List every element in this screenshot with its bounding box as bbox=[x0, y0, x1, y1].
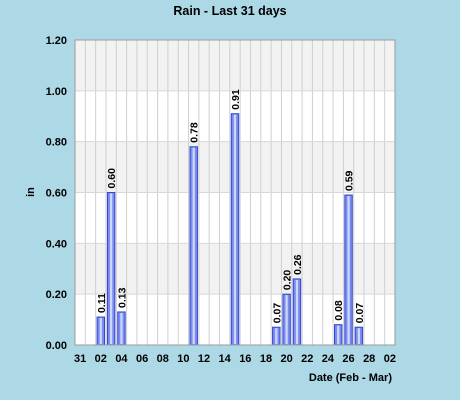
bar-highlight bbox=[192, 147, 195, 344]
y-tick-label: 0.60 bbox=[46, 188, 67, 200]
bar bbox=[292, 278, 302, 346]
x-tick-label: 26 bbox=[342, 353, 354, 365]
data-label: 0.59 bbox=[344, 170, 356, 191]
bar bbox=[189, 146, 198, 346]
data-label: 0.13 bbox=[116, 287, 128, 308]
data-label: 0.11 bbox=[96, 293, 108, 313]
bar-highlight bbox=[275, 328, 278, 344]
bar bbox=[230, 113, 240, 346]
data-labels: 0.11 0.60 0.13 0.78 0.91 0.07 0.200.26 0.08 0.59… bbox=[96, 89, 366, 323]
data-label: 0.91 bbox=[230, 89, 242, 110]
bar-highlight bbox=[120, 312, 123, 344]
x-tick-label: 06 bbox=[136, 353, 148, 365]
y-tick-label: 0.40 bbox=[46, 238, 67, 250]
plot-frame bbox=[74, 39, 396, 346]
x-axis-title: Date (Feb - Mar) bbox=[309, 372, 392, 384]
x-tick-label: 31 bbox=[74, 353, 86, 365]
y-axis-ticks: 0.00 0.20 0.40 0.60 0.80 1.00 1.20 bbox=[46, 35, 67, 352]
bar bbox=[117, 311, 126, 346]
x-tick-label: 24 bbox=[322, 353, 335, 365]
data-label: 0.78 bbox=[189, 122, 201, 143]
bar bbox=[344, 194, 353, 346]
data-label: 0.60 bbox=[106, 168, 118, 189]
data-label: 0.07 bbox=[271, 303, 283, 324]
x-tick-label: 14 bbox=[219, 353, 232, 365]
x-tick-label: 16 bbox=[239, 353, 251, 365]
plot-band bbox=[75, 40, 395, 91]
y-tick-label: 1.20 bbox=[46, 35, 67, 47]
x-tick-label: 08 bbox=[157, 353, 169, 365]
bar-highlight bbox=[233, 114, 237, 344]
bar bbox=[334, 324, 343, 346]
bar bbox=[272, 326, 281, 346]
bar bbox=[106, 192, 116, 346]
bar-highlight bbox=[347, 196, 350, 344]
y-tick-label: 0.20 bbox=[46, 289, 67, 301]
x-tick-label: 18 bbox=[260, 353, 272, 365]
x-tick-label: 02 bbox=[384, 353, 396, 365]
y-axis-title: in bbox=[25, 187, 37, 197]
data-label: 0.08 bbox=[333, 300, 345, 321]
bar-highlight bbox=[99, 318, 102, 344]
x-tick-label: 10 bbox=[177, 353, 189, 365]
bar-highlight bbox=[337, 325, 340, 344]
y-tick-label: 0.00 bbox=[46, 340, 67, 352]
x-axis-ticks: 31 02 04 06 08 10 12 14 16 18 20 22 24 26 28 02 bbox=[74, 353, 396, 365]
x-tick-label: 04 bbox=[115, 353, 128, 365]
bar-highlight bbox=[295, 279, 299, 344]
x-tick-label: 20 bbox=[280, 353, 292, 365]
x-tick-label: 22 bbox=[301, 353, 313, 365]
x-tick-label: 28 bbox=[363, 353, 375, 365]
bar bbox=[354, 326, 364, 346]
data-label: 0.20 bbox=[282, 270, 294, 291]
x-tick-label: 12 bbox=[198, 353, 210, 365]
y-tick-label: 1.00 bbox=[46, 86, 67, 98]
bar-highlight bbox=[285, 295, 288, 344]
bar bbox=[96, 316, 106, 346]
chart-title: Rain - Last 31 days bbox=[173, 4, 286, 18]
data-label: 0.26 bbox=[292, 254, 304, 275]
bar bbox=[282, 293, 291, 346]
x-tick-label: 02 bbox=[95, 353, 107, 365]
bar-highlight bbox=[110, 193, 113, 344]
data-label: 0.07 bbox=[354, 303, 366, 324]
y-tick-label: 0.80 bbox=[46, 137, 67, 149]
bar-highlight bbox=[357, 328, 360, 344]
